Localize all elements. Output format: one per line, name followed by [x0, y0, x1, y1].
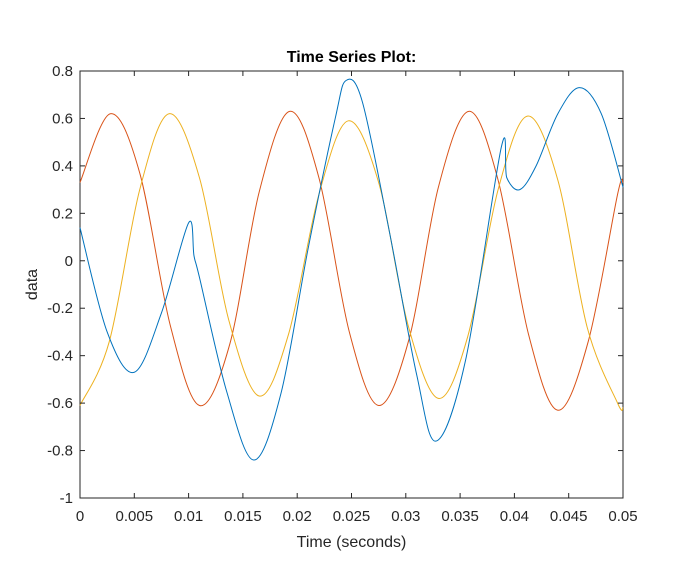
y-tick-label: -0.4: [47, 348, 73, 365]
x-axis-label: Time (seconds): [297, 534, 407, 551]
y-tick-label: 0: [65, 253, 73, 270]
ticks-group: 0 0.005 0.01 0.015 0.02 0.025 0.03 0.035 0.04 0.0…: [47, 63, 637, 525]
x-tick-label: 0.015: [224, 508, 262, 525]
y-tick-label: -0.8: [47, 443, 73, 460]
x-tick-label: 0.035: [441, 508, 479, 525]
x-tick-label: 0.02: [283, 508, 312, 525]
series-line-3: [79, 113, 624, 411]
x-tick-label: 0.005: [116, 508, 154, 525]
x-tick-label: 0: [76, 508, 84, 525]
y-tick-label: -1: [60, 490, 73, 507]
x-tick-label: 0.01: [174, 508, 203, 525]
y-tick-label: 0.2: [52, 205, 73, 222]
series-group: [79, 78, 624, 461]
x-tick-label: 0.05: [608, 508, 637, 525]
series-line-2: [79, 110, 624, 411]
x-tick-label: 0.04: [500, 508, 529, 525]
y-tick-label: 0.6: [52, 110, 73, 127]
y-tick-label: -0.2: [47, 300, 73, 317]
x-tick-label: 0.025: [333, 508, 371, 525]
y-tick-label: 0.8: [52, 63, 73, 80]
y-tick-label: 0.4: [52, 158, 73, 175]
series-line-1: [79, 78, 624, 461]
x-tick-label: 0.03: [391, 508, 420, 525]
chart-title: Time Series Plot:: [287, 49, 417, 66]
y-axis-label: data: [24, 269, 41, 300]
y-tick-label: -0.6: [47, 395, 73, 412]
x-tick-label: 0.045: [550, 508, 588, 525]
